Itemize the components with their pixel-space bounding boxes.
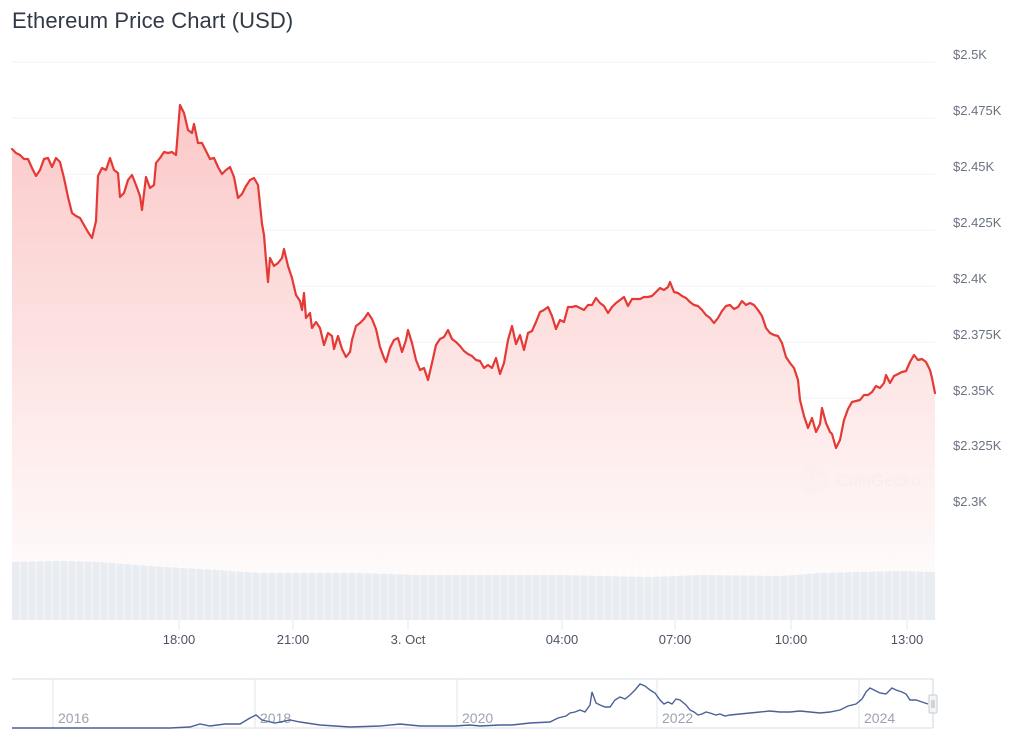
x-tick: 18:00: [163, 632, 196, 647]
y-axis: $2.5K $2.475K $2.45K $2.425K $2.4K $2.37…: [953, 47, 1002, 509]
x-tick: 3. Oct: [391, 632, 426, 647]
price-area: [12, 105, 935, 620]
x-tick: 07:00: [659, 632, 692, 647]
x-tick: 10:00: [775, 632, 808, 647]
navigator-year: 2022: [662, 710, 693, 726]
x-tick: 21:00: [277, 632, 310, 647]
navigator-series: [12, 683, 929, 729]
y-tick: $2.3K: [953, 494, 987, 509]
navigator-year: 2024: [864, 710, 895, 726]
volume-bars: [12, 560, 935, 620]
x-tick: 04:00: [546, 632, 579, 647]
navigator-year: 2016: [58, 710, 89, 726]
navigator-handle-right[interactable]: [928, 694, 938, 714]
y-tick: $2.475K: [953, 103, 1002, 118]
y-tick: $2.425K: [953, 215, 1002, 230]
y-tick: $2.5K: [953, 47, 987, 62]
x-axis: 18:00 21:00 3. Oct 04:00 07:00 10:00 13:…: [163, 620, 924, 647]
y-tick: $2.325K: [953, 438, 1002, 453]
navigator-year: 2018: [260, 710, 291, 726]
y-tick: $2.375K: [953, 327, 1002, 342]
navigator[interactable]: 2016 2018 2020 2022 2024: [12, 678, 938, 729]
y-tick: $2.45K: [953, 159, 995, 174]
y-tick: $2.4K: [953, 271, 987, 286]
page-title: Ethereum Price Chart (USD): [12, 8, 294, 33]
price-line[interactable]: [10, 103, 937, 450]
x-tick: 13:00: [891, 632, 924, 647]
navigator-year: 2020: [462, 710, 493, 726]
y-tick: $2.35K: [953, 383, 995, 398]
